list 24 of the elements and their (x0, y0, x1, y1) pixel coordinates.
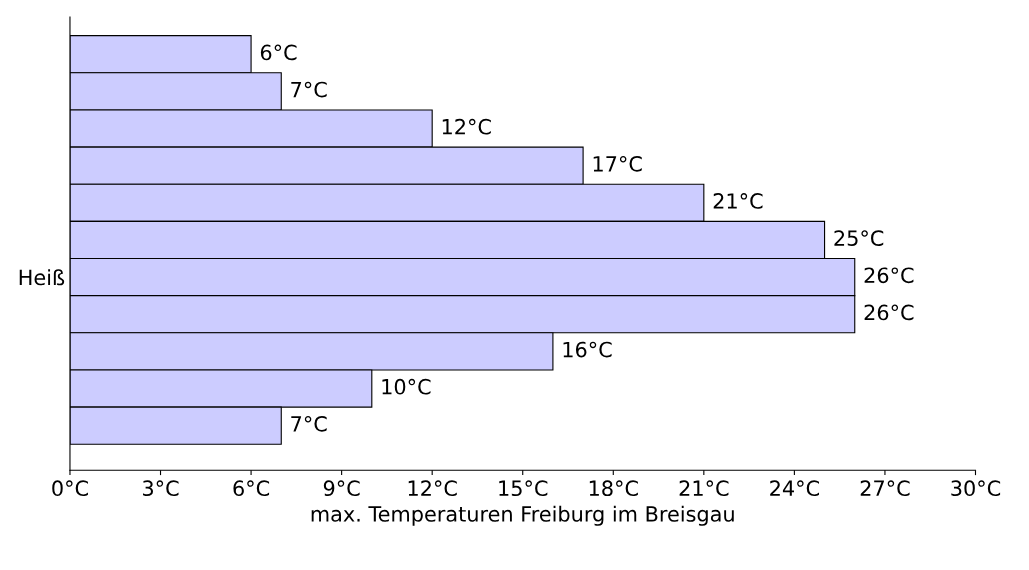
data-label: 25°C (834, 230, 884, 247)
x-tick-label: 24°C (770, 480, 819, 497)
x-tick-label: 0°C (52, 480, 88, 497)
x-tick-label: 21°C (679, 480, 729, 497)
data-label: 10°C (382, 378, 431, 395)
x-tick-label: 6°C (233, 480, 270, 497)
x-axis-title: max. Temperaturen Freiburg im Breisgau (311, 505, 734, 526)
data-label: 7°C (291, 81, 327, 98)
y-tick-label: Heiß (19, 269, 65, 286)
data-label: 6°C (260, 44, 297, 61)
x-tick-label: 9°C (323, 480, 360, 497)
x-tick-label: 3°C (143, 480, 179, 497)
data-label: 12°C (442, 118, 491, 135)
x-tick-label: 30°C (951, 480, 1001, 497)
x-tick-label: 18°C (589, 480, 638, 497)
data-label: 17°C (593, 155, 642, 172)
data-label: 26°C (864, 304, 914, 321)
data-label: 26°C (864, 267, 914, 284)
x-tick-label: 27°C (860, 480, 910, 497)
data-label: 16°C (563, 341, 612, 358)
x-tick-label: 12°C (408, 480, 457, 497)
x-tick-label: 15°C (499, 480, 548, 497)
data-label: 7°C (291, 415, 327, 432)
data-label: 21°C (713, 193, 763, 209)
